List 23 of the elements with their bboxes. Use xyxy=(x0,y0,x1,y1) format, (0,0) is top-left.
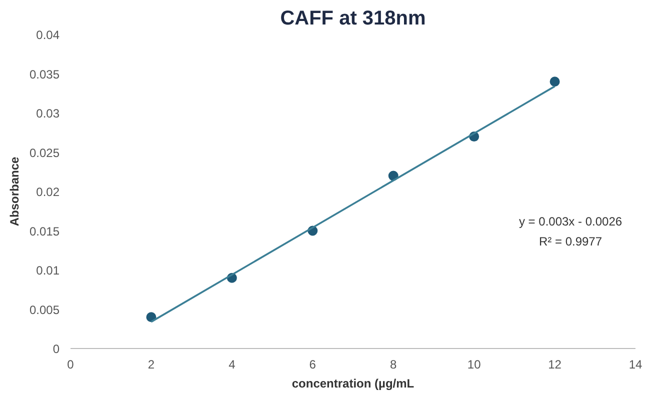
y-tick-label: 0.02 xyxy=(36,185,60,199)
y-tick-label: 0.04 xyxy=(36,28,60,42)
x-tick-label: 4 xyxy=(228,358,236,372)
annotation: R² = 0.9977 xyxy=(538,234,602,248)
y-axis-title: Absorbance xyxy=(7,156,22,226)
y-tick-label: 0.025 xyxy=(29,146,60,160)
x-tick-label: 2 xyxy=(148,358,155,372)
x-tick-label: 8 xyxy=(390,358,398,372)
x-tick-label: 12 xyxy=(548,358,562,372)
y-tick-label: 0.015 xyxy=(29,224,60,238)
y-tick-label: 0 xyxy=(52,342,60,356)
y-tick-label: 0.01 xyxy=(36,264,60,278)
x-axis-title: concentration (µg/mL xyxy=(292,376,414,390)
y-tick-label: 0.03 xyxy=(36,106,60,120)
y-tick-label: 0.005 xyxy=(29,302,60,317)
x-tick-label: 10 xyxy=(467,358,482,372)
annotation: y = 0.003x - 0.0026 xyxy=(518,214,622,228)
y-tick-label: 0.035 xyxy=(29,67,60,82)
x-tick-label: 0 xyxy=(67,358,74,372)
point xyxy=(550,76,560,87)
x-tick-label: 14 xyxy=(628,358,642,372)
chart-title: CAFF at 318nm xyxy=(280,8,426,30)
x-tick-label: 6 xyxy=(309,358,316,372)
